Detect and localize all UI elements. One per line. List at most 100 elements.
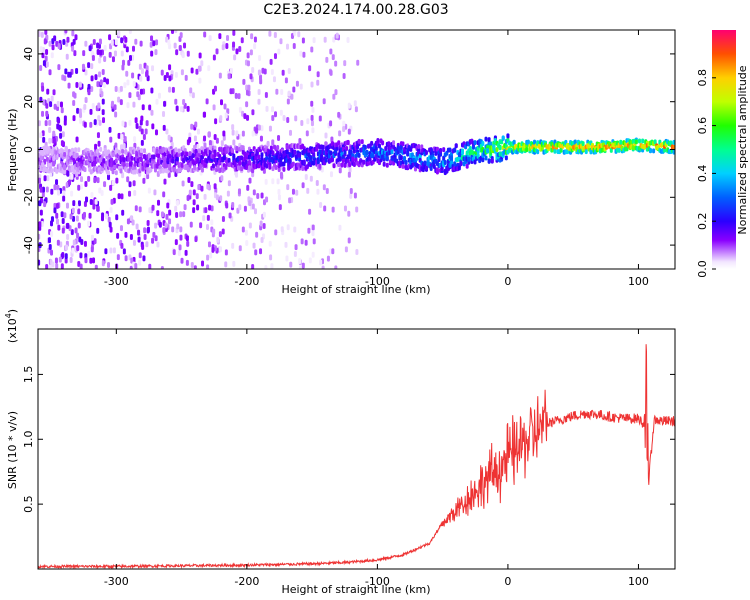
spectrogram-speckle bbox=[75, 215, 79, 222]
ridge-cell bbox=[481, 140, 485, 146]
ridge-cell bbox=[102, 158, 106, 164]
spectrogram-speckle bbox=[227, 73, 231, 80]
spectrogram-speckle bbox=[174, 30, 178, 34]
spectrogram-speckle bbox=[245, 101, 249, 108]
ridge-cell bbox=[260, 152, 264, 158]
spectrogram-x-axis-label: Height of straight line (km) bbox=[281, 283, 430, 296]
spectrogram-speckle bbox=[293, 30, 297, 36]
spectrogram-speckle bbox=[122, 248, 126, 255]
spectrogram-speckle bbox=[48, 264, 52, 269]
spectrogram-speckle bbox=[72, 200, 76, 207]
spectrogram-speckle bbox=[109, 226, 113, 233]
ridge-cell bbox=[106, 170, 110, 176]
x-tick-label: 100 bbox=[628, 575, 649, 588]
spectrogram-speckle bbox=[139, 75, 143, 82]
ridge-cell bbox=[133, 169, 137, 175]
spectrogram-speckle bbox=[70, 173, 74, 180]
ridge-cell bbox=[589, 149, 593, 155]
spectrogram-speckle bbox=[141, 244, 145, 251]
spectrogram-speckle bbox=[77, 200, 81, 207]
spectrogram-speckle bbox=[238, 106, 242, 113]
spectrogram-speckle bbox=[71, 207, 75, 214]
ridge-cell bbox=[70, 147, 74, 153]
spectrogram-speckle bbox=[63, 212, 67, 219]
spectrogram-speckle bbox=[218, 231, 222, 238]
spectrogram-speckle bbox=[310, 100, 314, 107]
spectrogram-speckle bbox=[232, 260, 236, 267]
spectrogram-speckle bbox=[189, 221, 193, 228]
spectrogram-speckle bbox=[180, 257, 184, 264]
spectrogram-speckle bbox=[273, 31, 277, 38]
ridge-cell bbox=[136, 158, 140, 164]
ridge-cell bbox=[185, 151, 189, 157]
spectrogram-speckle bbox=[57, 43, 61, 50]
spectrogram-speckle bbox=[330, 136, 334, 143]
ridge-cell bbox=[200, 167, 204, 173]
ridge-cell bbox=[121, 148, 125, 154]
spectrogram-speckle bbox=[353, 192, 357, 199]
ridge-cell bbox=[404, 159, 408, 165]
x-tick-label: 100 bbox=[628, 275, 649, 288]
spectrogram-speckle bbox=[218, 33, 222, 40]
spectrogram-speckle bbox=[117, 96, 121, 103]
spectrogram-speckle bbox=[201, 260, 205, 267]
spectrogram-speckle bbox=[262, 211, 266, 218]
spectrogram-speckle bbox=[80, 176, 84, 183]
ridge-cell bbox=[174, 147, 178, 153]
spectrogram-speckle bbox=[79, 183, 83, 190]
ridge-cell bbox=[193, 165, 197, 171]
ridge-cell bbox=[293, 149, 297, 155]
ridge-cell bbox=[177, 148, 181, 154]
spectrogram-speckle bbox=[174, 239, 178, 246]
ridge-cell bbox=[672, 149, 675, 155]
spectrogram-speckle bbox=[200, 60, 204, 67]
spectrogram-speckle bbox=[190, 262, 194, 269]
spectrogram-speckle bbox=[219, 115, 223, 122]
spectrogram-speckle bbox=[128, 119, 132, 126]
spectrogram-speckle bbox=[311, 224, 315, 231]
spectrogram-speckle bbox=[270, 263, 274, 269]
spectrogram-speckle bbox=[92, 257, 96, 264]
spectrogram-speckle bbox=[48, 40, 52, 47]
ridge-cell bbox=[374, 145, 378, 151]
y-tick-label: 0.5 bbox=[22, 495, 35, 513]
spectrogram-speckle bbox=[98, 38, 102, 45]
spectrogram-speckle bbox=[231, 242, 235, 249]
spectrogram-speckle bbox=[173, 42, 177, 49]
spectrogram-speckle bbox=[251, 130, 255, 137]
spectrogram-speckle bbox=[58, 125, 62, 132]
spectrogram-speckle bbox=[125, 46, 129, 53]
spectrogram-speckle bbox=[219, 195, 223, 202]
spectrogram-speckle bbox=[162, 110, 166, 117]
spectrogram-speckle bbox=[329, 48, 333, 55]
spectrogram-speckle bbox=[45, 48, 49, 55]
spectrogram-speckle bbox=[101, 68, 105, 75]
ridge-cell bbox=[401, 141, 405, 147]
snr-panel: -300 -200 -100 0 100 0.5 1.0 1.5 Height of stra… bbox=[4, 309, 676, 596]
spectrogram-speckle bbox=[311, 251, 315, 258]
ridge-cell bbox=[251, 168, 255, 174]
spectrogram-speckle bbox=[273, 111, 277, 118]
x-tick-label: 0 bbox=[504, 575, 511, 588]
spectrogram-speckle bbox=[148, 207, 152, 214]
ridge-cell bbox=[403, 155, 407, 161]
spectrogram-speckle bbox=[96, 49, 100, 56]
spectrogram-speckle bbox=[108, 126, 112, 133]
spectrogram-speckle bbox=[42, 60, 46, 67]
spectrogram-speckle bbox=[131, 72, 135, 79]
spectrogram-speckle bbox=[45, 102, 49, 109]
spectrogram-speckle bbox=[91, 102, 95, 109]
spectrogram-speckle bbox=[297, 31, 301, 38]
spectrogram-speckle bbox=[129, 233, 133, 240]
spectrogram-speckle bbox=[246, 184, 250, 191]
spectrogram-speckle bbox=[285, 255, 289, 262]
spectrogram-speckle bbox=[71, 45, 75, 52]
spectrogram-speckle bbox=[72, 99, 76, 106]
spectrogram-speckle bbox=[186, 240, 190, 247]
spectrogram-speckle bbox=[70, 229, 74, 236]
spectrogram-speckle bbox=[206, 224, 210, 231]
ridge-cell bbox=[324, 141, 328, 147]
spectrogram-speckle bbox=[224, 112, 228, 119]
spectrogram-speckle bbox=[335, 32, 339, 39]
spectrogram-speckle bbox=[96, 132, 100, 139]
